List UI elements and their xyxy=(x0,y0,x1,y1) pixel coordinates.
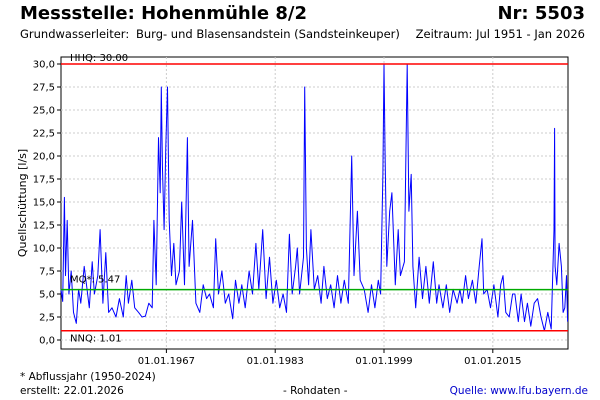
plot-area xyxy=(60,56,569,350)
mq-label: MQ*: 5.47 xyxy=(70,275,120,286)
y-tick-label: 25,0 xyxy=(33,106,55,117)
nnq-label: NNQ: 1.01 xyxy=(70,334,122,345)
reference-lines: HHQ: 30.00 MQ*: 5.47 NNQ: 1.01 xyxy=(61,53,568,345)
y-axis-label: Quellschüttung [l/s] xyxy=(16,149,29,257)
y-tick-label: 22,5 xyxy=(33,129,55,140)
series-group xyxy=(60,63,569,332)
source-link[interactable]: Quelle: www.lfu.bayern.de xyxy=(449,385,588,397)
rawdata-note: - Rohdaten - xyxy=(283,385,348,397)
y-axis: 0,0 2,5 5,0 7,5 10,0 12,5 15,0 17,5 20,0 22,5 25,0… xyxy=(33,60,61,347)
created-date: erstellt: 22.01.2026 xyxy=(20,385,124,397)
period-text: Zeitraum: Jul 1951 - Jan 2026 xyxy=(415,27,585,41)
series-line-1 xyxy=(60,63,569,332)
y-tick-label: 5,0 xyxy=(39,290,55,301)
station-title: Messstelle: Hohenmühle 8/2 xyxy=(20,3,308,24)
y-tick-label: 2,5 xyxy=(39,313,55,324)
x-tick-label: 01.01.1967 xyxy=(138,356,195,367)
x-tick-label: 01.01.2015 xyxy=(464,356,521,367)
y-tick-label: 10,0 xyxy=(33,244,55,255)
x-tick-label: 01.01.1999 xyxy=(355,356,412,367)
y-tick-label: 30,0 xyxy=(33,60,55,71)
aquifer-value: Burg- und Blasensandstein (Sandsteinkeup… xyxy=(136,27,400,41)
footnote: * Abflussjahr (1950-2024) xyxy=(20,371,156,383)
y-tick-label: 12,5 xyxy=(33,221,55,232)
x-tick-label: 01.01.1983 xyxy=(247,356,304,367)
y-tick-label: 27,5 xyxy=(33,83,55,94)
hhq-label: HHQ: 30.00 xyxy=(70,53,128,64)
station-number: Nr: 5503 xyxy=(497,3,585,24)
y-tick-label: 20,0 xyxy=(33,152,55,163)
y-tick-label: 15,0 xyxy=(33,198,55,209)
x-axis: 01.01.1967 01.01.1983 01.01.1999 01.01.2015 xyxy=(138,349,521,367)
y-tick-label: 17,5 xyxy=(33,175,55,186)
y-tick-label: 0,0 xyxy=(39,336,55,347)
aquifer-label: Grundwasserleiter: xyxy=(20,27,130,41)
y-tick-label: 7,5 xyxy=(39,267,55,278)
